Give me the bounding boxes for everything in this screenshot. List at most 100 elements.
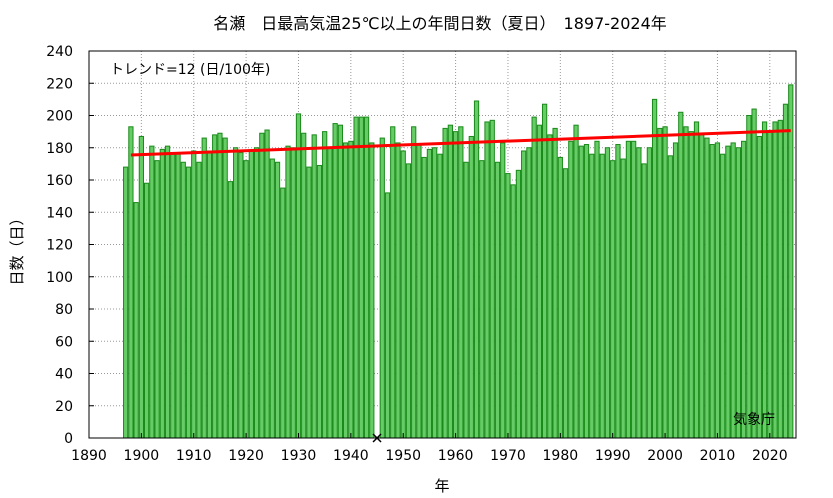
bar-1996 — [641, 163, 647, 439]
bar-1949 — [395, 142, 401, 439]
x-tick-label: 1990 — [595, 448, 631, 464]
bar-2007 — [699, 134, 705, 439]
x-tick-label: 1910 — [176, 448, 212, 464]
bar-1900 — [138, 135, 144, 439]
bar-1990 — [610, 160, 616, 439]
bar-1924 — [264, 129, 270, 439]
bar-1906 — [170, 153, 176, 439]
bar-1981 — [562, 168, 569, 439]
bar-1934 — [316, 164, 323, 439]
bar-1920 — [243, 160, 249, 439]
bar-1897 — [123, 166, 129, 439]
bar-1919 — [238, 152, 244, 439]
bar-1939 — [342, 142, 349, 439]
y-ticks: 0 20 40 60 80 100 120 140 160 180 200 220 240 — [46, 44, 94, 447]
x-tick-label: 1950 — [385, 448, 421, 464]
bar-1926 — [274, 161, 281, 439]
bar-2022 — [777, 119, 783, 439]
x-tick-label: 2000 — [647, 448, 683, 464]
y-tick-label: 200 — [46, 109, 73, 125]
y-tick-label: 80 — [55, 302, 73, 318]
bar-1987 — [594, 140, 600, 439]
bar-1947 — [384, 192, 391, 439]
bar-1946 — [379, 137, 385, 439]
bar-1986 — [589, 153, 595, 439]
bar-2012 — [725, 145, 731, 439]
bar-2024 — [788, 84, 794, 439]
bar-2018 — [756, 135, 762, 439]
bar-2011 — [720, 153, 726, 439]
bar-1940 — [348, 140, 354, 439]
bar-1913 — [206, 150, 213, 439]
bar-1933 — [311, 134, 317, 439]
bar-1997 — [646, 147, 652, 439]
bar-1901 — [143, 182, 150, 439]
bar-1989 — [604, 147, 611, 439]
bar-2008 — [704, 137, 710, 439]
bar-1921 — [248, 150, 254, 439]
trend — [130, 129, 791, 157]
bar-1938 — [337, 124, 343, 439]
bar-1975 — [531, 116, 537, 439]
bar-1971 — [510, 184, 516, 439]
x-axis-title: 年 — [434, 477, 449, 495]
bar-1999 — [657, 127, 663, 439]
bar-1917 — [227, 181, 234, 439]
bar-1953 — [416, 144, 422, 439]
bar-2013 — [730, 142, 736, 439]
bar-2014 — [735, 147, 742, 439]
bar-1969 — [500, 142, 506, 439]
y-tick-label: 220 — [46, 76, 73, 92]
bar-1927 — [280, 187, 286, 439]
bar-1970 — [505, 173, 511, 439]
bar-1973 — [521, 150, 527, 439]
bar-2003 — [678, 111, 684, 439]
y-tick-label: 120 — [46, 238, 73, 254]
bar-2020 — [767, 131, 773, 439]
bar-2017 — [751, 108, 757, 439]
bar-1994 — [631, 140, 637, 439]
bar-1941 — [353, 116, 359, 439]
bar-1988 — [599, 153, 605, 439]
bar-2023 — [782, 103, 789, 439]
bar-2010 — [714, 142, 721, 439]
bar-1979 — [552, 127, 558, 439]
y-tick-label: 180 — [46, 141, 73, 157]
bar-1982 — [568, 140, 574, 439]
trend-line — [130, 129, 791, 157]
bar-1954 — [421, 156, 427, 439]
x-tick-label: 1940 — [333, 448, 369, 464]
bar-1984 — [578, 145, 584, 439]
y-tick-label: 240 — [46, 44, 73, 60]
bar-1952 — [411, 126, 417, 439]
bar-1998 — [651, 98, 658, 439]
bar-1959 — [447, 124, 453, 439]
bar-1962 — [463, 161, 469, 439]
bar-1910 — [191, 150, 197, 439]
bar-2019 — [761, 121, 768, 439]
y-tick-label: 60 — [55, 334, 73, 350]
bar-1991 — [615, 144, 621, 439]
bar-1974 — [526, 147, 532, 439]
bar-1923 — [259, 132, 265, 439]
bar-1966 — [484, 121, 490, 439]
bar-1956 — [432, 147, 438, 439]
x-tick-label: 1890 — [71, 448, 107, 464]
bar-1908 — [180, 161, 186, 439]
bar-2021 — [772, 121, 778, 439]
bar-1978 — [547, 134, 553, 439]
bar-1980 — [557, 156, 563, 439]
bar-1993 — [625, 140, 632, 439]
x-ticks: 1890 1900 1910 1920 1930 1940 1950 1960 1970 1980… — [71, 433, 788, 464]
bar-1903 — [154, 160, 160, 439]
bar-1976 — [536, 124, 543, 439]
x-tick-label: 1980 — [543, 448, 579, 464]
x-tick-label: 1970 — [490, 448, 526, 464]
bar-1932 — [306, 166, 312, 439]
y-tick-label: 0 — [64, 431, 73, 447]
bar-1960 — [452, 131, 459, 439]
bar-1936 — [327, 147, 333, 439]
bar-1963 — [468, 135, 474, 439]
bar-1899 — [133, 202, 139, 439]
